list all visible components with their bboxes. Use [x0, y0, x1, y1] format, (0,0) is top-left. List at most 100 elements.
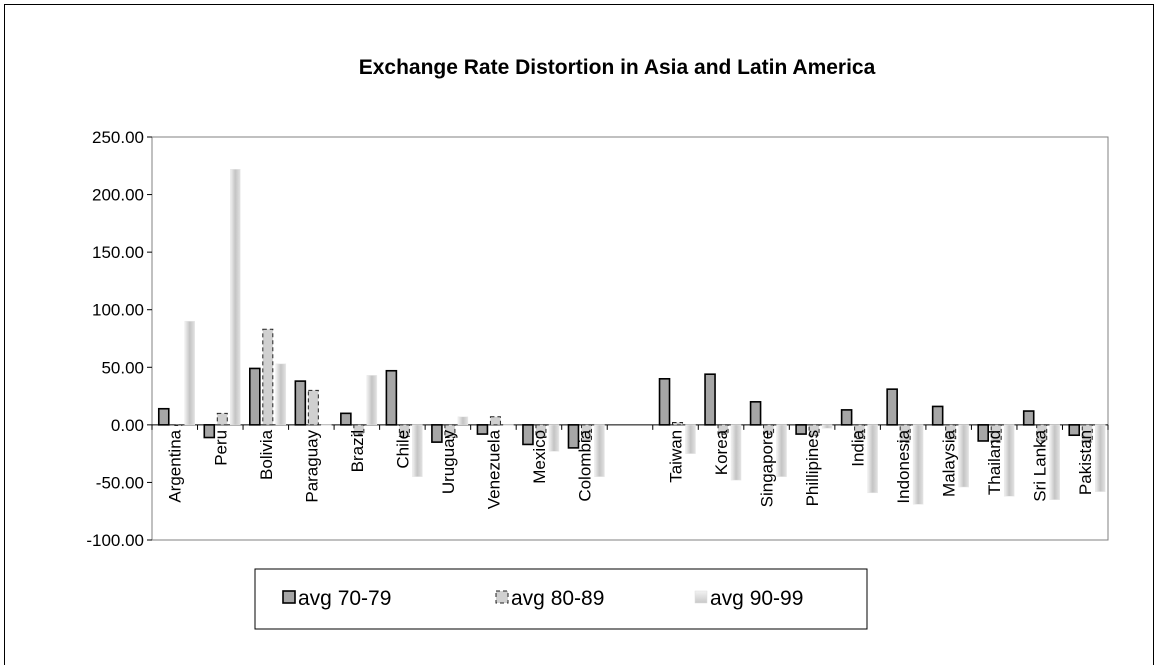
bar-avg-70-79 — [795, 424, 807, 435]
plot-area: 250.00 200.00 150.00 100.00 50.00 0.00 -50.00 -… — [86, 128, 1109, 550]
bar-avg-70-79 — [294, 380, 307, 426]
y-tick-label: 200.00 — [92, 186, 144, 205]
y-tick-label: 250.00 — [92, 128, 144, 147]
bar-avg-70-79 — [1022, 410, 1035, 426]
bar-avg-70-79 — [522, 424, 534, 446]
bar-avg-70-79 — [249, 367, 261, 426]
bar-avg-80-89 — [535, 424, 547, 439]
category-label: Korea — [712, 429, 731, 475]
bar-avg-80-89 — [1036, 424, 1048, 442]
category-label: Sri Lanka — [1031, 429, 1050, 501]
category-label: Malaysia — [940, 429, 959, 497]
bar-avg-70-79 — [385, 369, 398, 426]
bar-avg-80-89 — [990, 424, 1002, 443]
y-tick-label: 50.00 — [101, 358, 144, 377]
category-label: Paraguay — [302, 429, 321, 502]
bar-avg-90-99 — [1003, 424, 1015, 497]
category-label: Indonesia — [894, 429, 913, 503]
bar-avg-90-99 — [230, 168, 241, 426]
bar-avg-70-79 — [658, 377, 671, 426]
category-label: Bolivia — [257, 429, 276, 480]
bar-avg-80-89 — [808, 424, 820, 436]
bar-avg-90-99 — [958, 424, 969, 488]
category-label: Venezuela — [484, 429, 503, 509]
category-label: Uruguay — [439, 429, 458, 494]
bar-avg-80-89 — [262, 328, 274, 426]
bar-avg-80-89 — [1081, 424, 1093, 443]
legend-swatch — [495, 590, 509, 604]
bar-avg-80-89 — [307, 389, 319, 426]
bar-avg-70-79 — [840, 409, 853, 426]
bar-avg-90-99 — [912, 424, 924, 505]
bar-avg-70-79 — [977, 424, 989, 442]
category-label: Mexico — [530, 430, 549, 484]
bar-avg-70-79 — [567, 424, 580, 449]
bar-avg-80-89 — [353, 424, 365, 435]
bar-avg-80-89 — [216, 412, 228, 426]
category-label: India — [849, 429, 868, 466]
bar-avg-80-89 — [171, 424, 183, 426]
bar-avg-70-79 — [340, 412, 352, 426]
y-tick-label: -100.00 — [86, 531, 144, 550]
bar-avg-90-99 — [503, 424, 514, 426]
category-label: Chile — [393, 430, 412, 469]
bar-avg-90-99 — [366, 375, 378, 426]
bar-avg-80-89 — [489, 416, 501, 426]
legend: avg 70-79 avg 80-89 avg 90-99 — [254, 568, 868, 630]
legend-box — [254, 568, 868, 630]
bar-avg-70-79 — [931, 405, 944, 426]
y-tick-label: 100.00 — [92, 301, 144, 320]
bar-avg-80-89 — [717, 424, 729, 435]
bar-avg-80-89 — [444, 424, 456, 439]
bar-avg-90-99 — [821, 424, 833, 429]
bar-avg-90-99 — [275, 363, 287, 426]
bar-avg-70-79 — [203, 424, 216, 439]
bar-avg-90-99 — [321, 424, 332, 426]
bar-avg-90-99 — [685, 424, 696, 454]
bar-avg-80-89 — [899, 424, 911, 443]
chart-frame — [4, 4, 1154, 665]
bar-avg-90-99 — [730, 424, 742, 481]
bar-avg-80-89 — [398, 424, 410, 437]
category-label: Colombia — [575, 429, 594, 501]
bar-avg-80-89 — [945, 424, 957, 440]
bar-avg-70-79 — [157, 407, 170, 426]
category-label: Brazil — [348, 430, 367, 473]
legend-label: avg 70-79 — [298, 587, 391, 610]
category-label: Pakistan — [1076, 430, 1095, 495]
bar-avg-90-99 — [548, 424, 560, 452]
category-label: Argentina — [166, 429, 185, 502]
bar-avg-90-99 — [412, 424, 423, 477]
category-label: Peru — [211, 430, 230, 466]
legend-swatch — [694, 590, 708, 604]
bar-avg-70-79 — [886, 388, 898, 426]
bar-avg-70-79 — [476, 424, 489, 435]
bar-avg-70-79 — [1068, 424, 1081, 437]
bar-avg-90-99 — [867, 424, 878, 494]
bar-avg-70-79 — [749, 401, 762, 426]
bar-avg-80-89 — [672, 422, 684, 426]
category-label: Thailand — [985, 430, 1004, 495]
bar-avg-80-89 — [854, 424, 866, 440]
bar-avg-80-89 — [580, 424, 592, 442]
legend-label: avg 90-99 — [710, 587, 803, 610]
y-tick-label: 150.00 — [92, 243, 144, 262]
bar-avg-90-99 — [457, 416, 469, 426]
bar-avg-90-99 — [1094, 424, 1106, 492]
category-label: Singapore — [758, 430, 777, 508]
bar-avg-90-99 — [184, 320, 196, 426]
bar-avg-80-89 — [763, 424, 775, 435]
legend-swatch — [282, 590, 296, 604]
plot-border — [151, 136, 1109, 541]
y-tick-label: 0.00 — [111, 416, 144, 435]
bar-avg-90-99 — [1049, 424, 1060, 500]
bar-avg-70-79 — [431, 424, 443, 443]
legend-label: avg 80-89 — [511, 587, 604, 610]
category-label: Phillipines — [803, 430, 822, 507]
bar-avg-90-99 — [594, 424, 605, 477]
y-tick-label: -50.00 — [96, 473, 144, 492]
chart-title: Exchange Rate Distortion in Asia and Lat… — [359, 56, 876, 79]
bar-avg-70-79 — [704, 373, 716, 426]
bar-avg-90-99 — [776, 424, 787, 477]
